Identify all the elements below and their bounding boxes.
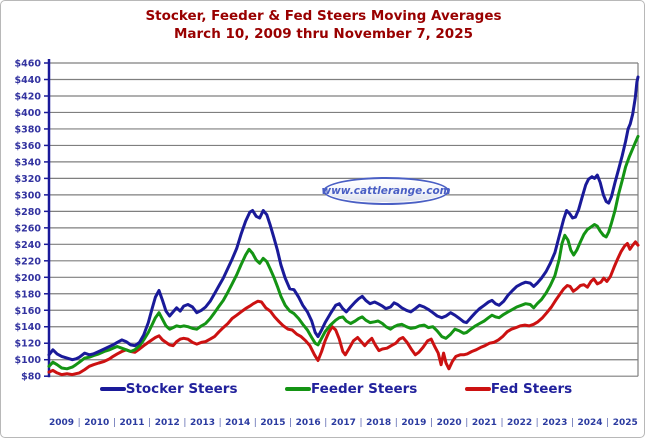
year-separator: | bbox=[500, 418, 504, 428]
y-tick-label: $420 bbox=[15, 91, 42, 102]
legend-label-stocker-steers: Stocker Steers bbox=[125, 381, 238, 397]
y-tick-label: $200 bbox=[15, 273, 42, 284]
x-year-label: 2016 bbox=[295, 418, 321, 428]
feeder-steers-line-swatch-icon bbox=[284, 387, 311, 391]
y-tick-label: $260 bbox=[15, 223, 42, 234]
y-tick-label: $300 bbox=[15, 190, 42, 201]
y-tick-label: $80 bbox=[21, 372, 41, 383]
stocker-steers-line bbox=[47, 75, 640, 362]
legend-item-stocker-steers: Stocker Steers bbox=[99, 381, 238, 397]
year-separator: | bbox=[218, 418, 222, 428]
chart-header: Stocker, Feeder & Fed Steers Moving Aver… bbox=[1, 8, 644, 43]
x-year-label: 2021 bbox=[471, 418, 497, 428]
x-year-label: 2012 bbox=[154, 418, 180, 428]
chart-legend: Stocker Steers Feeder Steers Fed Steers bbox=[76, 378, 596, 400]
stocker-steers-line-swatch-icon bbox=[99, 387, 126, 391]
y-tick-label: $280 bbox=[15, 207, 42, 218]
year-separator: | bbox=[148, 418, 152, 428]
legend-item-feeder-steers: Feeder Steers bbox=[284, 381, 418, 397]
year-separator: | bbox=[570, 418, 574, 428]
x-year-label: 2019 bbox=[401, 418, 427, 428]
year-separator: | bbox=[77, 418, 81, 428]
watermark-text: www.cattlerange.com bbox=[321, 185, 451, 197]
watermark-badge: www.cattlerange.com bbox=[321, 177, 451, 205]
x-year-label: 2011 bbox=[119, 418, 145, 428]
feeder-steers-line bbox=[47, 134, 640, 371]
y-tick-label: $120 bbox=[15, 339, 42, 350]
x-year-label: 2013 bbox=[189, 418, 215, 428]
x-year-label: 2022 bbox=[507, 418, 533, 428]
year-separator: | bbox=[112, 418, 116, 428]
y-tick-label: $320 bbox=[15, 174, 42, 185]
legend-label-feeder-steers: Feeder Steers bbox=[310, 381, 418, 397]
year-separator: | bbox=[253, 418, 257, 428]
y-tick-label: $380 bbox=[15, 124, 42, 135]
x-year-label: 2024 bbox=[577, 418, 603, 428]
y-tick-label: $160 bbox=[15, 306, 42, 317]
x-year-label: 2025 bbox=[612, 418, 638, 428]
fed-steers-line-swatch-icon bbox=[464, 387, 491, 391]
y-tick-label: $240 bbox=[15, 240, 42, 251]
year-separator: | bbox=[535, 418, 539, 428]
y-tick-label: $100 bbox=[15, 355, 42, 366]
year-separator: | bbox=[324, 418, 328, 428]
legend-item-fed-steers: Fed Steers bbox=[464, 381, 573, 397]
x-year-label: 2023 bbox=[542, 418, 568, 428]
x-year-label: 2015 bbox=[260, 418, 286, 428]
x-year-label: 2010 bbox=[84, 418, 110, 428]
x-year-label: 2018 bbox=[366, 418, 392, 428]
y-tick-label: $360 bbox=[15, 141, 42, 152]
y-tick-label: $220 bbox=[15, 256, 42, 267]
fed-steers-line bbox=[47, 240, 640, 377]
year-separator: | bbox=[606, 418, 610, 428]
y-tick-label: $400 bbox=[15, 108, 42, 119]
y-tick-label: $180 bbox=[15, 289, 42, 300]
year-separator: | bbox=[359, 418, 363, 428]
x-year-label: 2009 bbox=[49, 418, 75, 428]
y-tick-label: $340 bbox=[15, 157, 42, 168]
x-axis-year-labels: 2009 | 2010 | 2011 | 2012 | 2013 | 2014 | 2015 | 2016 |… bbox=[49, 418, 638, 428]
chart-title-line1: Stocker, Feeder & Fed Steers Moving Aver… bbox=[145, 8, 502, 24]
x-year-label: 2017 bbox=[330, 418, 356, 428]
year-separator: | bbox=[289, 418, 293, 428]
y-tick-label: $460 bbox=[15, 59, 42, 70]
year-separator: | bbox=[394, 418, 398, 428]
x-year-label: 2014 bbox=[225, 418, 251, 428]
chart-title-line2: March 10, 2009 thru November 7, 2025 bbox=[173, 25, 473, 42]
x-year-label: 2020 bbox=[436, 418, 462, 428]
y-tick-label: $440 bbox=[15, 75, 42, 86]
year-separator: | bbox=[465, 418, 469, 428]
year-separator: | bbox=[183, 418, 187, 428]
year-separator: | bbox=[429, 418, 434, 428]
y-tick-label: $140 bbox=[15, 322, 42, 333]
legend-label-fed-steers: Fed Steers bbox=[490, 381, 573, 397]
